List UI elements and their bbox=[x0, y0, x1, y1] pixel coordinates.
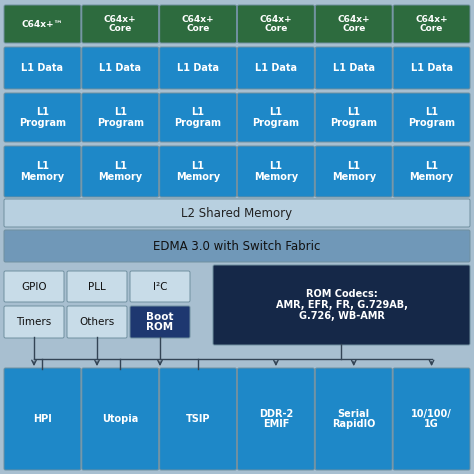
Text: C64x+™: C64x+™ bbox=[22, 19, 63, 28]
FancyBboxPatch shape bbox=[393, 93, 470, 142]
FancyBboxPatch shape bbox=[4, 368, 81, 470]
Text: HPI: HPI bbox=[33, 414, 52, 424]
FancyBboxPatch shape bbox=[4, 271, 64, 302]
FancyBboxPatch shape bbox=[130, 271, 190, 302]
FancyBboxPatch shape bbox=[4, 47, 81, 89]
Text: L1
Program: L1 Program bbox=[253, 107, 300, 128]
Text: 10/100/
1G: 10/100/ 1G bbox=[411, 409, 452, 429]
FancyBboxPatch shape bbox=[4, 230, 470, 262]
FancyBboxPatch shape bbox=[237, 146, 314, 197]
Text: PLL: PLL bbox=[88, 282, 106, 292]
FancyBboxPatch shape bbox=[130, 306, 190, 338]
Text: C64x+
Core: C64x+ Core bbox=[260, 15, 292, 33]
FancyBboxPatch shape bbox=[82, 47, 159, 89]
Text: L1 Data: L1 Data bbox=[99, 63, 141, 73]
Text: Others: Others bbox=[79, 317, 115, 327]
FancyBboxPatch shape bbox=[237, 93, 314, 142]
FancyBboxPatch shape bbox=[4, 199, 470, 227]
Text: ROM Codecs:
AMR, EFR, FR, G.729AB,
G.726, WB-AMR: ROM Codecs: AMR, EFR, FR, G.729AB, G.726… bbox=[275, 289, 408, 321]
FancyBboxPatch shape bbox=[393, 146, 470, 197]
FancyBboxPatch shape bbox=[160, 5, 237, 43]
Text: L1
Program: L1 Program bbox=[19, 107, 66, 128]
FancyBboxPatch shape bbox=[82, 368, 159, 470]
FancyBboxPatch shape bbox=[315, 146, 392, 197]
Text: L1
Memory: L1 Memory bbox=[254, 161, 298, 182]
Text: Boot
ROM: Boot ROM bbox=[146, 311, 174, 332]
Text: Utopia: Utopia bbox=[102, 414, 138, 424]
FancyBboxPatch shape bbox=[82, 146, 159, 197]
Text: EDMA 3.0 with Switch Fabric: EDMA 3.0 with Switch Fabric bbox=[153, 239, 321, 253]
Text: GPIO: GPIO bbox=[21, 282, 47, 292]
Text: L1
Program: L1 Program bbox=[330, 107, 377, 128]
Text: I²C: I²C bbox=[153, 282, 167, 292]
Text: L1
Memory: L1 Memory bbox=[410, 161, 454, 182]
FancyBboxPatch shape bbox=[67, 306, 127, 338]
FancyBboxPatch shape bbox=[4, 146, 81, 197]
Text: L1 Data: L1 Data bbox=[333, 63, 375, 73]
FancyBboxPatch shape bbox=[315, 368, 392, 470]
Text: TSIP: TSIP bbox=[186, 414, 210, 424]
FancyBboxPatch shape bbox=[4, 93, 81, 142]
FancyBboxPatch shape bbox=[82, 93, 159, 142]
FancyBboxPatch shape bbox=[4, 5, 81, 43]
FancyBboxPatch shape bbox=[237, 5, 314, 43]
Text: L1
Memory: L1 Memory bbox=[332, 161, 376, 182]
Text: DDR-2
EMIF: DDR-2 EMIF bbox=[259, 409, 293, 429]
Text: L1
Program: L1 Program bbox=[97, 107, 144, 128]
FancyBboxPatch shape bbox=[237, 368, 314, 470]
FancyBboxPatch shape bbox=[82, 5, 159, 43]
FancyBboxPatch shape bbox=[4, 306, 64, 338]
FancyBboxPatch shape bbox=[67, 271, 127, 302]
Text: L1 Data: L1 Data bbox=[177, 63, 219, 73]
Text: L1 Data: L1 Data bbox=[410, 63, 453, 73]
FancyBboxPatch shape bbox=[237, 47, 314, 89]
FancyBboxPatch shape bbox=[393, 368, 470, 470]
FancyBboxPatch shape bbox=[160, 368, 237, 470]
FancyBboxPatch shape bbox=[315, 5, 392, 43]
FancyBboxPatch shape bbox=[393, 5, 470, 43]
Text: L1
Program: L1 Program bbox=[408, 107, 455, 128]
FancyBboxPatch shape bbox=[160, 47, 237, 89]
Text: C64x+
Core: C64x+ Core bbox=[104, 15, 137, 33]
Text: Timers: Timers bbox=[17, 317, 52, 327]
Text: L1
Memory: L1 Memory bbox=[20, 161, 64, 182]
FancyBboxPatch shape bbox=[160, 146, 237, 197]
Text: L1 Data: L1 Data bbox=[255, 63, 297, 73]
Text: C64x+
Core: C64x+ Core bbox=[337, 15, 370, 33]
Text: C64x+
Core: C64x+ Core bbox=[415, 15, 448, 33]
Text: Serial
RapidIO: Serial RapidIO bbox=[332, 409, 375, 429]
FancyBboxPatch shape bbox=[160, 93, 237, 142]
Text: L1
Program: L1 Program bbox=[174, 107, 221, 128]
Text: L1
Memory: L1 Memory bbox=[176, 161, 220, 182]
FancyBboxPatch shape bbox=[315, 93, 392, 142]
Text: L2 Shared Memory: L2 Shared Memory bbox=[182, 207, 292, 219]
Text: L1
Memory: L1 Memory bbox=[98, 161, 142, 182]
FancyBboxPatch shape bbox=[393, 47, 470, 89]
FancyBboxPatch shape bbox=[315, 47, 392, 89]
Text: C64x+
Core: C64x+ Core bbox=[182, 15, 214, 33]
FancyBboxPatch shape bbox=[213, 265, 470, 345]
Text: L1 Data: L1 Data bbox=[21, 63, 64, 73]
